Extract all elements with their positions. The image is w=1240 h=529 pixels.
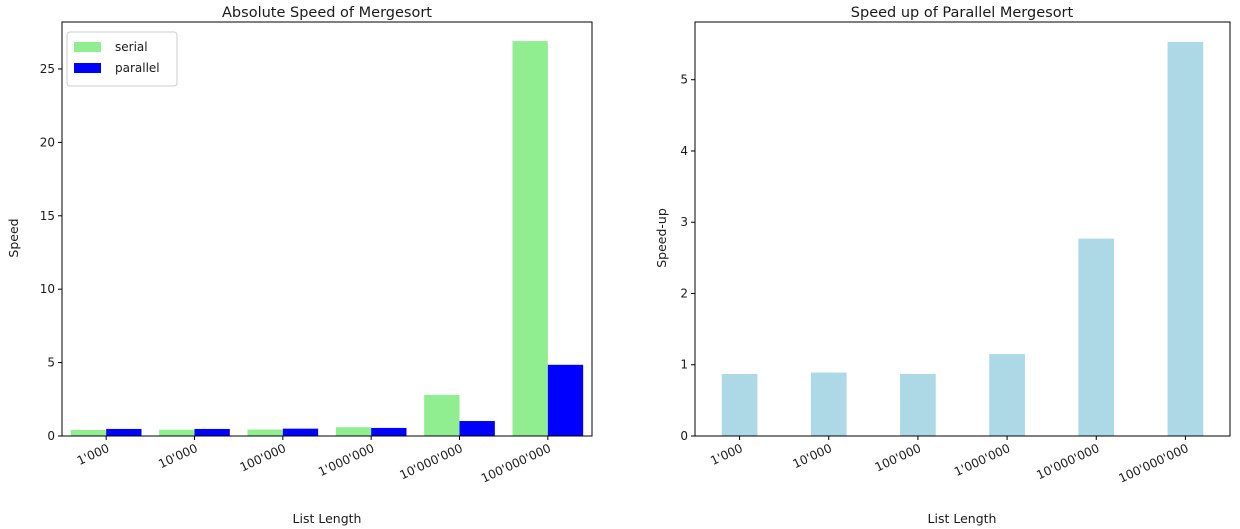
bar-10000 <box>810 372 847 436</box>
speedup-chart: 1'000 10'000 100'000 1'000'000 10'000'000 100… <box>654 5 1231 526</box>
bar-parallel-1000 <box>106 428 142 436</box>
bar-1000000 <box>989 354 1025 436</box>
bar-parallel-100000 <box>282 428 319 436</box>
bars-group <box>70 41 584 437</box>
bar-100000000 <box>1167 41 1204 436</box>
legend: serial parallel <box>66 31 178 87</box>
y-tick-label: 15 <box>40 209 55 223</box>
x-tick-label: 1'000 <box>75 441 112 468</box>
y-tick-label: 3 <box>680 215 688 229</box>
plot-area <box>695 22 1230 436</box>
x-tick-label: 1'000'000 <box>316 441 376 479</box>
y-ticks: 0 1 2 3 4 5 <box>680 73 695 443</box>
legend-label-serial: serial <box>115 40 148 54</box>
bar-serial-10000 <box>159 429 195 436</box>
chart-title: Absolute Speed of Mergesort <box>222 5 432 21</box>
bar-parallel-100000000 <box>547 364 584 436</box>
y-tick-label: 10 <box>40 282 55 296</box>
y-tick-label: 4 <box>680 144 688 158</box>
bar-serial-100000 <box>247 429 283 436</box>
x-ticks: 1'000 10'000 100'000 1'000'000 10'000'000 100… <box>75 436 553 486</box>
y-tick-label: 20 <box>40 135 55 149</box>
bar-serial-1000 <box>70 429 107 436</box>
bar-1000 <box>721 374 758 436</box>
y-axis-label: Speed-up <box>654 208 669 268</box>
y-tick-label: 0 <box>47 429 55 443</box>
chart-title: Speed up of Parallel Mergesort <box>851 5 1074 21</box>
absolute-speed-chart: 1'000 10'000 100'000 1'000'000 10'000'000 100… <box>6 5 593 526</box>
axes-frame <box>694 21 1231 437</box>
bar-100000 <box>900 374 936 436</box>
y-tick-label: 2 <box>680 286 688 300</box>
bar-parallel-10000 <box>194 428 230 436</box>
x-tick-label: 100'000'000 <box>1117 441 1191 486</box>
bar-serial-100000000 <box>512 41 548 437</box>
x-axis-label: List Length <box>293 511 362 526</box>
x-tick-label: 10'000 <box>791 441 835 471</box>
legend-swatch-serial <box>74 42 101 52</box>
x-tick-label: 1'000'000 <box>952 441 1012 479</box>
x-tick-label: 1'000 <box>708 441 745 468</box>
x-tick-label: 100'000 <box>873 441 923 474</box>
plot-area <box>62 22 592 436</box>
x-tick-label: 10'000 <box>156 441 200 471</box>
legend-swatch-parallel <box>74 63 101 73</box>
bar-parallel-10000000 <box>459 421 495 436</box>
x-tick-label: 100'000 <box>238 441 288 474</box>
x-tick-label: 100'000'000 <box>479 441 553 486</box>
x-tick-label: 10'000'000 <box>398 441 465 482</box>
y-tick-label: 5 <box>47 356 55 370</box>
y-tick-label: 25 <box>40 62 55 76</box>
legend-label-parallel: parallel <box>115 61 160 75</box>
bars-group <box>721 41 1204 436</box>
bar-10000000 <box>1078 238 1115 436</box>
y-axis-label: Speed <box>6 218 21 257</box>
x-ticks: 1'000 10'000 100'000 1'000'000 10'000'000 100… <box>708 436 1191 486</box>
x-axis-label: List Length <box>928 511 997 526</box>
y-ticks: 0 5 10 15 20 25 <box>40 62 62 443</box>
y-tick-label: 1 <box>680 358 688 372</box>
x-tick-label: 10'000'000 <box>1034 441 1101 482</box>
bar-serial-10000000 <box>424 394 460 436</box>
y-tick-label: 5 <box>680 73 688 87</box>
bar-parallel-1000000 <box>371 427 407 436</box>
y-tick-label: 0 <box>680 429 688 443</box>
axes-frame <box>61 21 593 437</box>
bar-serial-1000000 <box>335 427 372 436</box>
